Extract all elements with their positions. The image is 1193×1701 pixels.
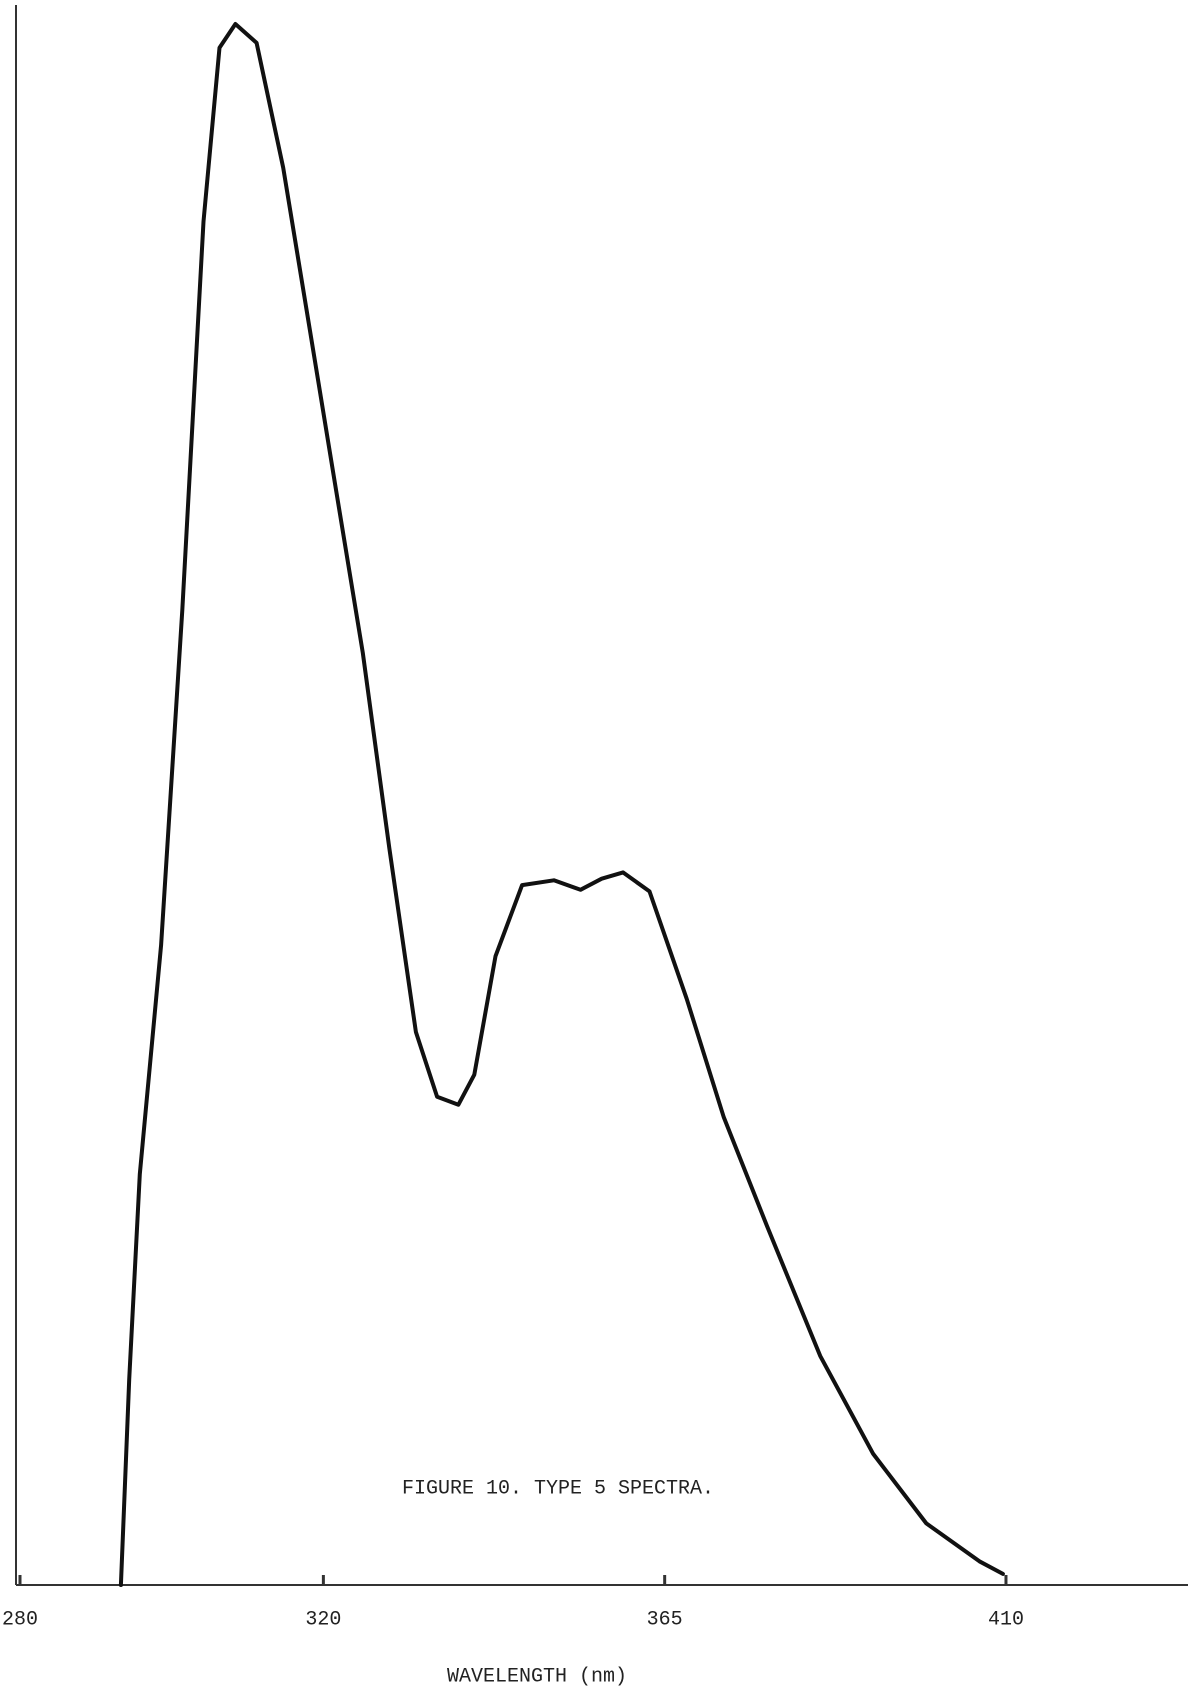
spectrum-line [118, 22, 1005, 1587]
x-tick-label: 365 [647, 1608, 683, 1631]
x-tick-label: 410 [988, 1608, 1024, 1631]
x-axis-label: WAVELENGTH (nm) [447, 1665, 627, 1688]
x-tick-label: 320 [305, 1608, 341, 1631]
x-tick-label: 280 [2, 1608, 38, 1631]
chart-title: FIGURE 10. TYPE 5 SPECTRA. [402, 1477, 714, 1500]
